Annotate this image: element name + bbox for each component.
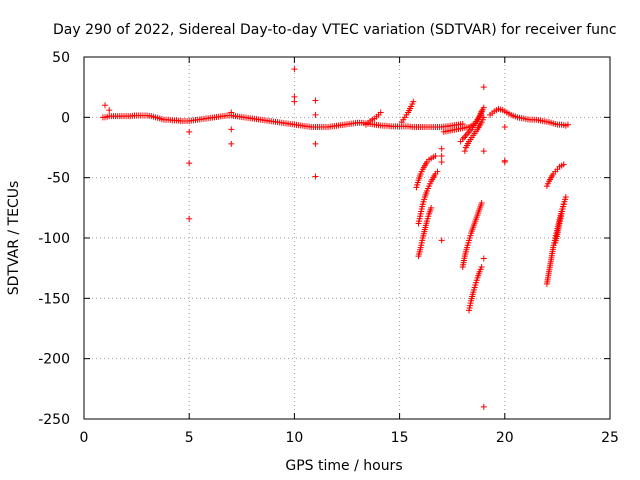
data-point: [480, 148, 487, 155]
y-tick-label: -200: [38, 352, 70, 368]
data-point: [434, 168, 441, 175]
data-point: [410, 98, 417, 105]
x-tick-label: 10: [285, 430, 303, 446]
chart-title: Day 290 of 2022, Sidereal Day-to-day VTE…: [53, 22, 617, 38]
y-tick-label: 0: [61, 110, 70, 126]
data-point: [312, 97, 319, 104]
data-point: [186, 160, 193, 167]
data-point: [480, 255, 487, 262]
plot-frame: [83, 56, 611, 420]
data-point: [312, 140, 319, 147]
data-point: [480, 104, 487, 111]
x-tick-label: 25: [601, 430, 619, 446]
y-tick-label: -250: [38, 412, 70, 428]
data-point: [501, 123, 508, 130]
data-point: [432, 152, 439, 159]
axis-ticks: 0 5 10 15 20 25 50 0 -50 -100 -150 -200 -250: [38, 50, 619, 446]
x-tick-label: 5: [185, 430, 194, 446]
data-point: [438, 237, 445, 244]
data-point: [438, 145, 445, 152]
data-point: [228, 126, 235, 133]
data-marks: [99, 66, 571, 410]
data-point: [480, 84, 487, 91]
data-point: [228, 109, 235, 116]
data-point: [291, 98, 298, 105]
data-point: [228, 140, 235, 147]
y-tick-label: -150: [38, 291, 70, 307]
data-point: [562, 193, 569, 200]
data-point: [501, 157, 508, 164]
data-point: [291, 66, 298, 73]
data-point: [478, 200, 485, 207]
data-point: [186, 128, 193, 135]
y-tick-label: -50: [47, 171, 70, 187]
data-point: [106, 107, 113, 114]
data-point: [560, 161, 567, 168]
x-tick-label: 0: [80, 430, 89, 446]
data-point: [102, 102, 109, 109]
data-point: [478, 263, 485, 270]
y-tick-label: -100: [38, 231, 70, 247]
data-point: [480, 114, 487, 121]
data-point: [312, 173, 319, 180]
y-tick-label: 50: [52, 50, 70, 66]
data-point: [428, 204, 435, 211]
y-axis-label: SDTVAR / TECUs: [6, 181, 22, 296]
data-point: [438, 158, 445, 165]
data-point: [186, 215, 193, 222]
data-point: [564, 121, 571, 128]
x-tick-label: 20: [496, 430, 514, 446]
data-point: [312, 111, 319, 118]
x-tick-label: 15: [391, 430, 409, 446]
data-point: [438, 152, 445, 159]
data-point: [480, 403, 487, 410]
data-point: [377, 109, 384, 116]
x-axis-label: GPS time / hours: [285, 458, 402, 474]
data-point: [461, 148, 468, 155]
grid: [84, 57, 610, 419]
